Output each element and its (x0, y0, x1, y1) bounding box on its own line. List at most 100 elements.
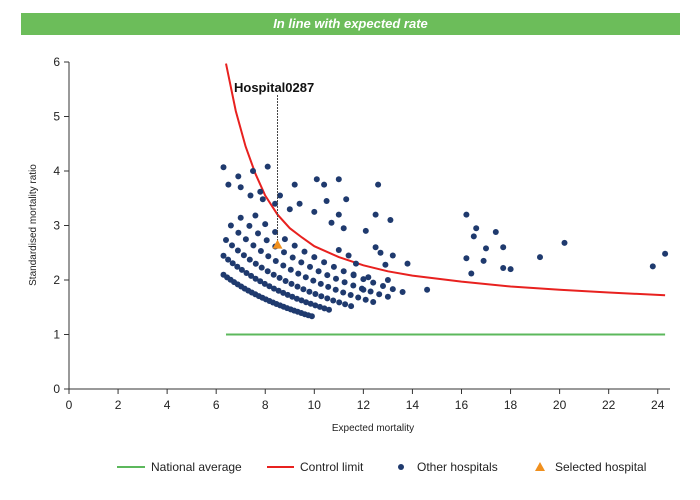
other-hospital-point (277, 192, 283, 199)
other-hospital-point (335, 176, 342, 183)
other-hospital-point (324, 295, 331, 302)
other-hospital-point (342, 301, 349, 308)
other-hospital-point (347, 292, 354, 298)
other-hospital-point (324, 272, 331, 279)
other-hospital-point (275, 287, 282, 294)
other-hospital-point (288, 280, 295, 287)
y-tick-label: 2 (53, 273, 60, 287)
other-hospital-point (310, 277, 317, 284)
other-hospital-point (264, 163, 271, 170)
other-hospital-point (307, 300, 314, 307)
control-limit-line (225, 63, 666, 297)
other-hospital-point (399, 289, 406, 295)
other-hospital-point (234, 247, 241, 254)
other-hospital-point (500, 265, 507, 271)
other-hospital-point (313, 176, 320, 183)
x-tick-label: 8 (262, 398, 269, 412)
other-hospital-point (298, 297, 305, 304)
other-hospital-point (336, 299, 343, 306)
other-hospital-point (323, 198, 330, 204)
other-hospital-point (271, 285, 277, 292)
other-hospital-point (376, 291, 383, 298)
other-hospital-point (259, 196, 266, 203)
chart-legend: National average Control limit Other hos… (117, 460, 646, 474)
status-banner: In line with expected rate (21, 13, 680, 35)
selected-hospital-marker (272, 239, 283, 249)
chart-points (220, 163, 669, 320)
other-hospital-point (265, 253, 272, 260)
other-hospital-point (298, 259, 305, 266)
other-hospital-point (238, 266, 245, 273)
other-hospital-point (330, 263, 337, 270)
legend-other-hospitals-label: Other hospitals (417, 460, 498, 474)
other-hospital-point (284, 291, 291, 298)
other-hospital-point (287, 266, 294, 273)
other-hospital-point (370, 299, 377, 305)
other-hospital-point (335, 247, 342, 253)
other-hospital-point (367, 288, 374, 295)
x-tick-label: 22 (602, 398, 616, 412)
other-hospital-point (293, 295, 300, 302)
other-hospital-point (662, 250, 669, 257)
other-hospital-point (424, 286, 431, 293)
legend-other-hospitals-swatch (398, 464, 404, 470)
other-hospital-point (561, 239, 568, 246)
other-hospital-point (229, 242, 235, 249)
other-hospital-point (384, 293, 391, 300)
y-tick-label: 3 (53, 219, 60, 233)
other-hospital-point (500, 244, 507, 251)
x-tick-label: 16 (455, 398, 469, 412)
other-hospital-point (235, 229, 242, 236)
other-hospital-point (507, 266, 514, 273)
other-hospital-point (237, 184, 244, 191)
y-tick-label: 5 (53, 110, 60, 124)
other-hospital-point (649, 263, 656, 270)
x-tick-label: 18 (504, 398, 518, 412)
other-hospital-point (262, 221, 269, 228)
other-hospital-point (302, 274, 309, 281)
other-hospital-point (266, 283, 273, 290)
other-hospital-point (257, 248, 264, 254)
other-hospital-point (248, 272, 255, 279)
other-hospital-point (306, 288, 313, 295)
other-hospital-point (247, 192, 254, 199)
other-hospital-point (350, 282, 357, 289)
other-hospital-point (246, 256, 253, 263)
other-hospital-point (291, 242, 298, 249)
legend-control-limit-label: Control limit (300, 460, 364, 474)
other-hospital-point (300, 286, 307, 293)
other-hospital-point (225, 256, 232, 263)
x-tick-label: 14 (406, 398, 420, 412)
other-hospital-point (250, 168, 256, 174)
other-hospital-point (255, 230, 261, 237)
other-hospital-point (340, 268, 347, 275)
other-hospital-point (343, 196, 350, 203)
other-hospital-point (362, 296, 369, 303)
other-hospital-point (365, 274, 372, 281)
other-hospital-point (370, 279, 377, 286)
x-tick-label: 0 (66, 398, 73, 412)
other-hospital-point (375, 181, 382, 188)
other-hospital-point (291, 181, 298, 188)
other-hospital-point (389, 286, 396, 293)
other-hospital-point (220, 164, 227, 171)
other-hospital-point (330, 297, 337, 304)
other-hospital-point (377, 249, 384, 256)
other-hospital-point (311, 208, 318, 215)
other-hospital-point (281, 236, 288, 243)
other-hospital-point (480, 257, 487, 264)
x-tick-label: 2 (115, 398, 122, 412)
other-hospital-point (473, 225, 480, 232)
y-tick-label: 0 (53, 382, 60, 396)
other-hospital-point (470, 233, 477, 240)
other-hospital-point (384, 277, 391, 283)
other-hospital-point (272, 229, 279, 235)
other-hospital-point (235, 173, 242, 180)
other-hospital-point (333, 275, 339, 282)
other-hospital-point (380, 283, 386, 289)
other-hospital-point (272, 200, 279, 207)
other-hospital-point (264, 268, 271, 275)
other-hospital-point (303, 299, 310, 306)
other-hospital-point (294, 283, 301, 290)
